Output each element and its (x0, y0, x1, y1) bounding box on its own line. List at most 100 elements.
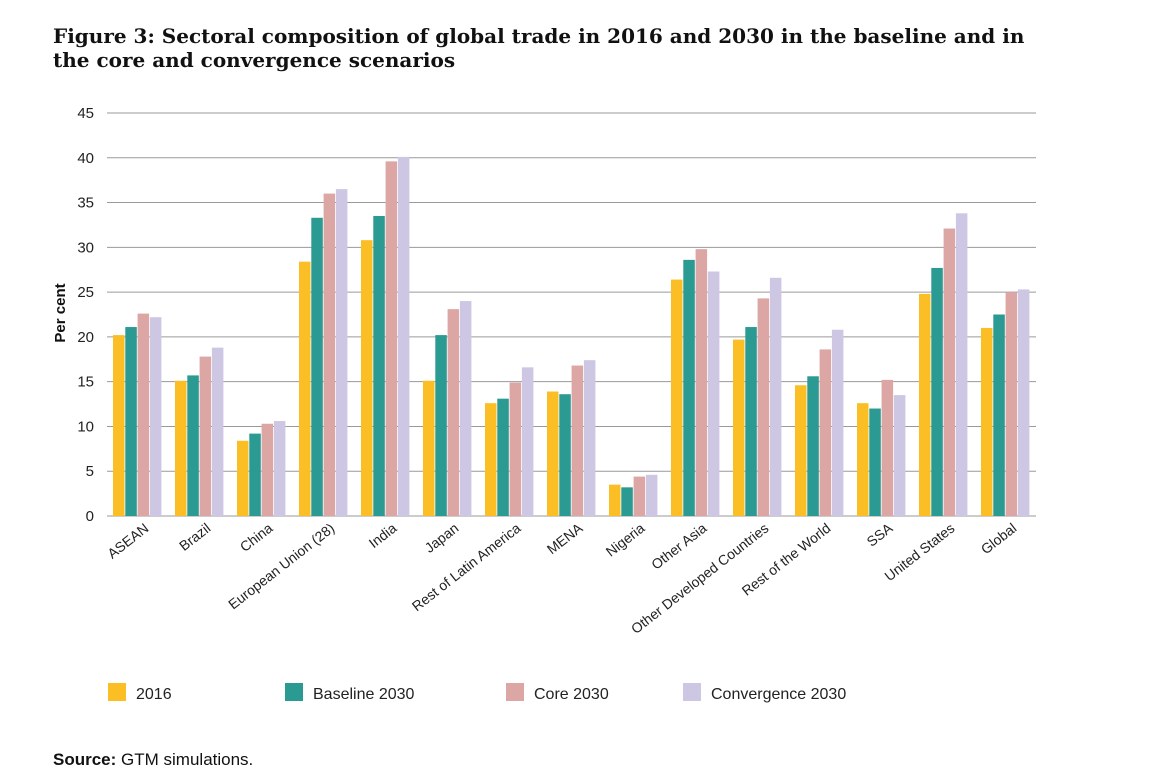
bar (249, 433, 261, 516)
bar (137, 313, 150, 516)
legend-label: Core 2030 (534, 686, 609, 703)
x-tick-label: Nigeria (603, 520, 648, 560)
bar (1017, 289, 1030, 516)
legend-swatch (285, 683, 303, 701)
legend-item: Convergence 2030 (683, 683, 846, 703)
y-axis-label: Per cent (52, 283, 69, 342)
bar (683, 259, 695, 516)
bar (583, 360, 596, 516)
figure-title: Figure 3: Sectoral composition of global… (53, 24, 1025, 72)
bar (423, 380, 435, 516)
bar (299, 261, 311, 516)
legend-swatch (683, 683, 701, 701)
source-label: Source: (53, 750, 117, 769)
bar-group (547, 360, 596, 516)
bar (521, 367, 534, 516)
bar (323, 193, 336, 516)
x-tick-label: European Union (28) (225, 520, 337, 613)
bar-group (175, 347, 224, 516)
bar (621, 487, 633, 516)
bar (435, 335, 447, 516)
bar-group (485, 367, 534, 516)
bar-group (919, 213, 968, 516)
bar (237, 440, 249, 516)
bar (733, 339, 745, 516)
bar (113, 335, 125, 516)
x-tick-label: India (366, 520, 400, 551)
bar-group (299, 189, 348, 516)
bar (385, 161, 398, 517)
bar-group (857, 379, 906, 516)
bar (187, 375, 199, 516)
bar (459, 301, 472, 516)
y-tick-label: 40 (77, 150, 94, 167)
bar (485, 403, 497, 516)
bar (981, 327, 993, 516)
bar (645, 474, 658, 516)
y-tick-label: 10 (77, 418, 94, 435)
bar (199, 356, 212, 516)
bar (571, 365, 584, 516)
bar (881, 379, 894, 516)
source-note: Source: GTM simulations. (53, 750, 253, 770)
bar (447, 309, 460, 516)
x-tick-label: Global (978, 520, 1020, 558)
legend-item: 2016 (108, 683, 172, 703)
bar (795, 385, 807, 516)
bar (361, 240, 373, 516)
x-tick-label: ASEAN (104, 520, 151, 562)
x-tick-label: Other Asia (648, 520, 710, 573)
x-tick-label: Brazil (176, 520, 213, 554)
bar (807, 376, 819, 516)
bar (769, 277, 782, 516)
bar-group (981, 289, 1030, 516)
bar (609, 484, 621, 516)
bar (707, 271, 720, 516)
bar (261, 423, 274, 516)
y-tick-label: 0 (86, 508, 94, 525)
bar (819, 349, 832, 516)
bar (633, 476, 646, 516)
bar (311, 217, 323, 516)
x-tick-label: SSA (864, 519, 896, 549)
bar-group (237, 421, 286, 516)
bar (943, 228, 956, 516)
bar-group (609, 474, 658, 516)
bar (175, 380, 187, 516)
bar-group (423, 301, 472, 516)
bar (273, 421, 286, 516)
bar-group (733, 277, 782, 516)
x-tick-label: Japan (422, 520, 462, 556)
bar (559, 394, 571, 516)
bar (695, 249, 708, 516)
bar (547, 391, 559, 516)
y-tick-label: 15 (77, 374, 94, 391)
bar (149, 317, 162, 516)
bar (745, 327, 757, 516)
bar (397, 156, 410, 517)
y-tick-label: 5 (86, 463, 94, 480)
bar (211, 347, 224, 516)
y-tick-label: 35 (77, 195, 94, 212)
bar (869, 408, 881, 516)
bar (893, 395, 906, 516)
legend-label: Baseline 2030 (313, 686, 415, 703)
legend-swatch (506, 683, 524, 701)
bar (497, 398, 509, 516)
bar (757, 298, 770, 516)
bar (857, 403, 869, 516)
bar-group (361, 156, 410, 517)
bar (1005, 292, 1018, 516)
y-tick-label: 30 (77, 239, 94, 256)
x-tick-label: China (237, 520, 276, 555)
legend-item: Core 2030 (506, 683, 609, 703)
y-tick-label: 25 (77, 284, 94, 301)
x-tick-label: Rest of Latin America (409, 520, 524, 615)
bar (919, 293, 931, 516)
bar (831, 329, 844, 516)
bar (335, 189, 348, 516)
bar-group (113, 313, 162, 516)
y-tick-label: 45 (77, 105, 94, 122)
bar-group (671, 249, 720, 516)
